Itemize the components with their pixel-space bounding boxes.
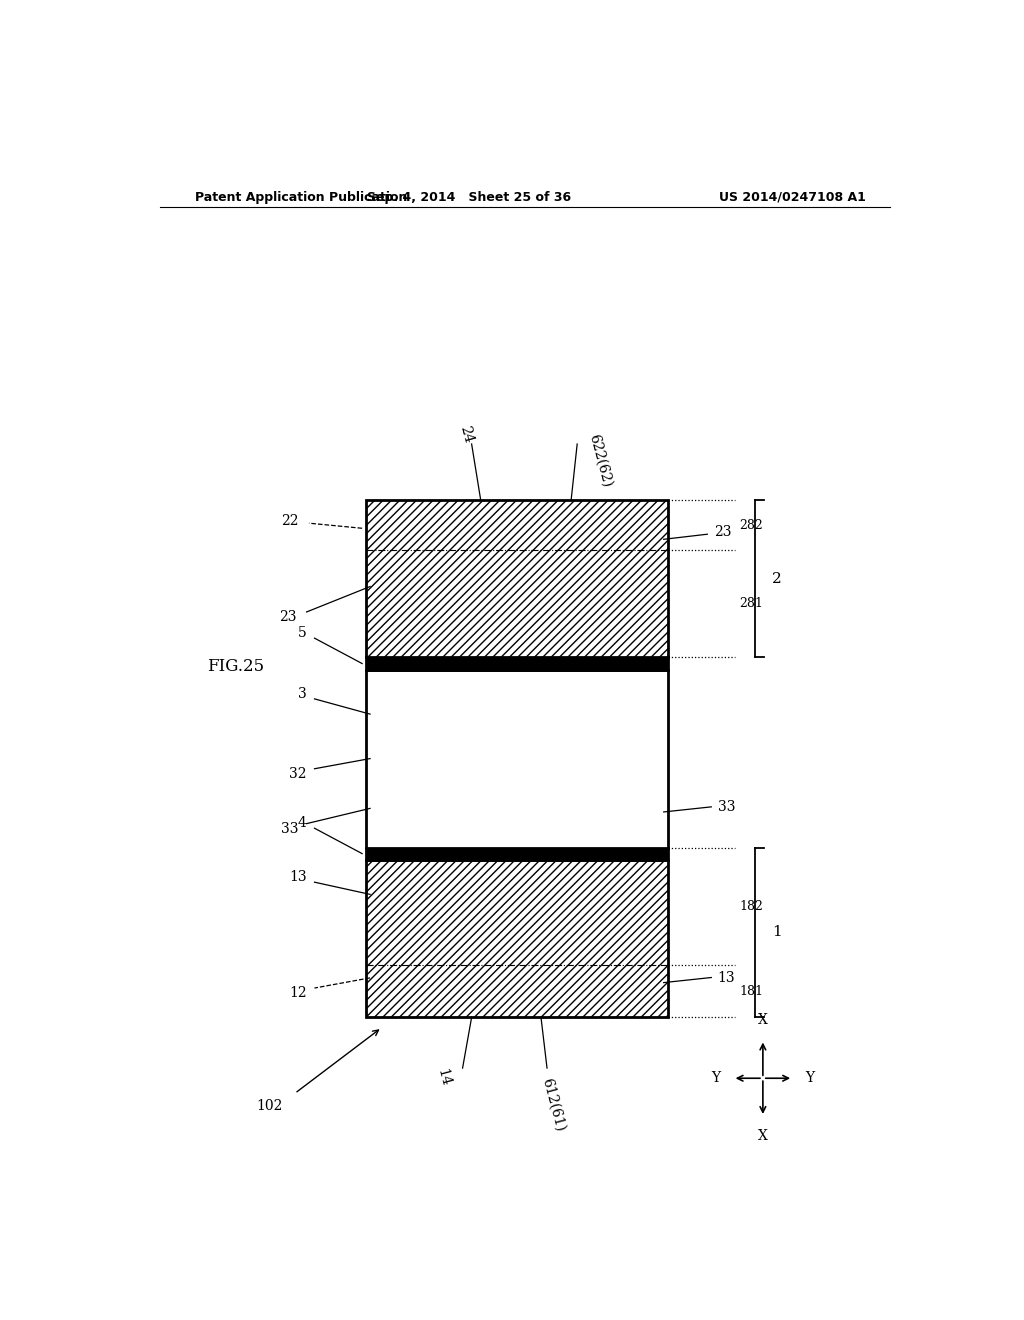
Text: 5: 5 <box>298 626 306 640</box>
Bar <box>367 859 668 1018</box>
Text: 24: 24 <box>458 424 475 445</box>
Text: 2: 2 <box>772 572 782 586</box>
Text: 181: 181 <box>739 985 763 998</box>
Bar <box>367 847 668 859</box>
Text: 32: 32 <box>289 767 306 781</box>
Text: 182: 182 <box>739 900 763 913</box>
Text: 33: 33 <box>282 822 299 836</box>
Text: 14: 14 <box>435 1068 453 1089</box>
Text: 33: 33 <box>718 800 735 814</box>
Text: 3: 3 <box>298 686 306 701</box>
Text: 23: 23 <box>279 610 296 624</box>
Text: 622(62): 622(62) <box>586 432 613 488</box>
Text: FIG.25: FIG.25 <box>207 659 264 675</box>
Text: 12: 12 <box>289 986 306 1001</box>
Text: 13: 13 <box>289 870 306 884</box>
Bar <box>367 669 668 847</box>
Bar <box>367 500 668 657</box>
Text: 23: 23 <box>714 525 731 539</box>
Text: 1: 1 <box>772 925 782 940</box>
Text: X: X <box>758 1014 768 1027</box>
Text: US 2014/0247108 A1: US 2014/0247108 A1 <box>719 190 866 203</box>
Bar <box>367 657 668 669</box>
Text: 4: 4 <box>298 816 306 830</box>
Text: X: X <box>758 1129 768 1143</box>
Text: Y: Y <box>712 1072 721 1085</box>
Text: Sep. 4, 2014   Sheet 25 of 36: Sep. 4, 2014 Sheet 25 of 36 <box>368 190 571 203</box>
Text: 612(61): 612(61) <box>540 1076 567 1133</box>
Bar <box>367 859 668 1018</box>
Text: 22: 22 <box>282 515 299 528</box>
Text: 282: 282 <box>739 519 763 532</box>
Bar <box>367 500 668 657</box>
Text: Patent Application Publication: Patent Application Publication <box>196 190 408 203</box>
Text: Y: Y <box>805 1072 814 1085</box>
Text: 13: 13 <box>718 970 735 985</box>
Text: 102: 102 <box>256 1098 283 1113</box>
Text: 281: 281 <box>739 598 763 610</box>
